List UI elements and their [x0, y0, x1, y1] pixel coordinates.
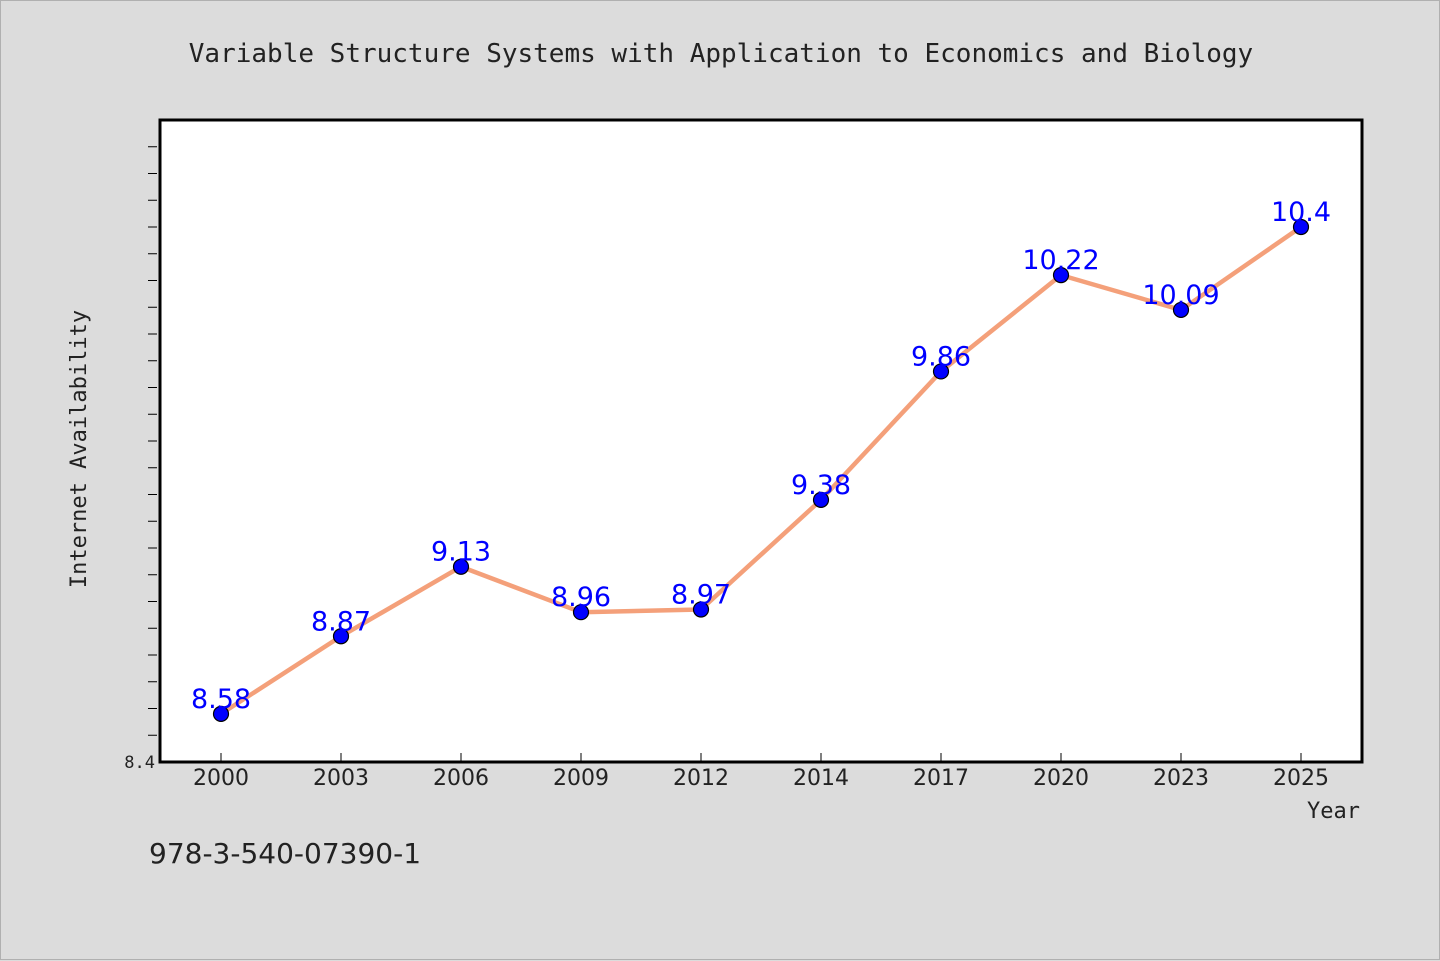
plot-area: [158, 118, 1364, 764]
data-label: 10.4: [1271, 197, 1331, 228]
y-axis-ticks: 8.4: [124, 146, 157, 773]
data-label: 9.38: [791, 470, 851, 501]
data-label: 10.09: [1142, 280, 1219, 311]
x-tick-label: 2017: [913, 766, 969, 791]
data-label: 8.87: [311, 606, 371, 637]
data-point: [452, 558, 470, 575]
x-tick-label: 2003: [313, 766, 369, 791]
data-label: 8.97: [671, 580, 731, 611]
y-axis-label: Internet Availability: [67, 310, 92, 588]
data-point: [572, 604, 590, 621]
data-label: 8.58: [191, 684, 251, 715]
x-tick-label: 2020: [1033, 766, 1089, 791]
series-layer: [212, 218, 1310, 722]
data-point: [1052, 267, 1070, 284]
data-point: [332, 628, 350, 645]
data-label: 8.96: [551, 582, 611, 613]
x-tick-label: 2012: [673, 766, 729, 791]
footer-isbn: 978-3-540-07390-1: [149, 837, 421, 870]
x-tick-label: 2014: [793, 766, 849, 791]
chart-title: Variable Structure Systems with Applicat…: [189, 39, 1253, 69]
y-tick-label: 8.4: [124, 753, 155, 773]
x-axis-ticks: 2000 2003 2006 2009 2012 2014 2017 2020 2023 2025: [193, 753, 1329, 791]
data-label: 9.13: [431, 537, 491, 568]
x-tick-label: 2006: [433, 766, 489, 791]
x-axis-label: Year: [1307, 799, 1360, 824]
x-tick-label: 2025: [1273, 766, 1329, 791]
x-tick-label: 2009: [553, 766, 609, 791]
data-point: [212, 705, 230, 722]
data-point: [812, 491, 830, 508]
x-tick-label: 2000: [193, 766, 249, 791]
data-label: 10.22: [1022, 245, 1099, 276]
data-point: [692, 601, 710, 618]
data-point: [1292, 218, 1310, 236]
series-line: [218, 224, 1304, 717]
data-point: [1172, 301, 1190, 319]
data-point: [932, 363, 950, 380]
data-label-layer: 8.58 8.87 9.13 8.96 8.97 9.38 9.86 10.22 10.09 10…: [191, 197, 1331, 715]
data-label: 9.86: [911, 341, 971, 372]
x-tick-label: 2023: [1153, 766, 1209, 791]
